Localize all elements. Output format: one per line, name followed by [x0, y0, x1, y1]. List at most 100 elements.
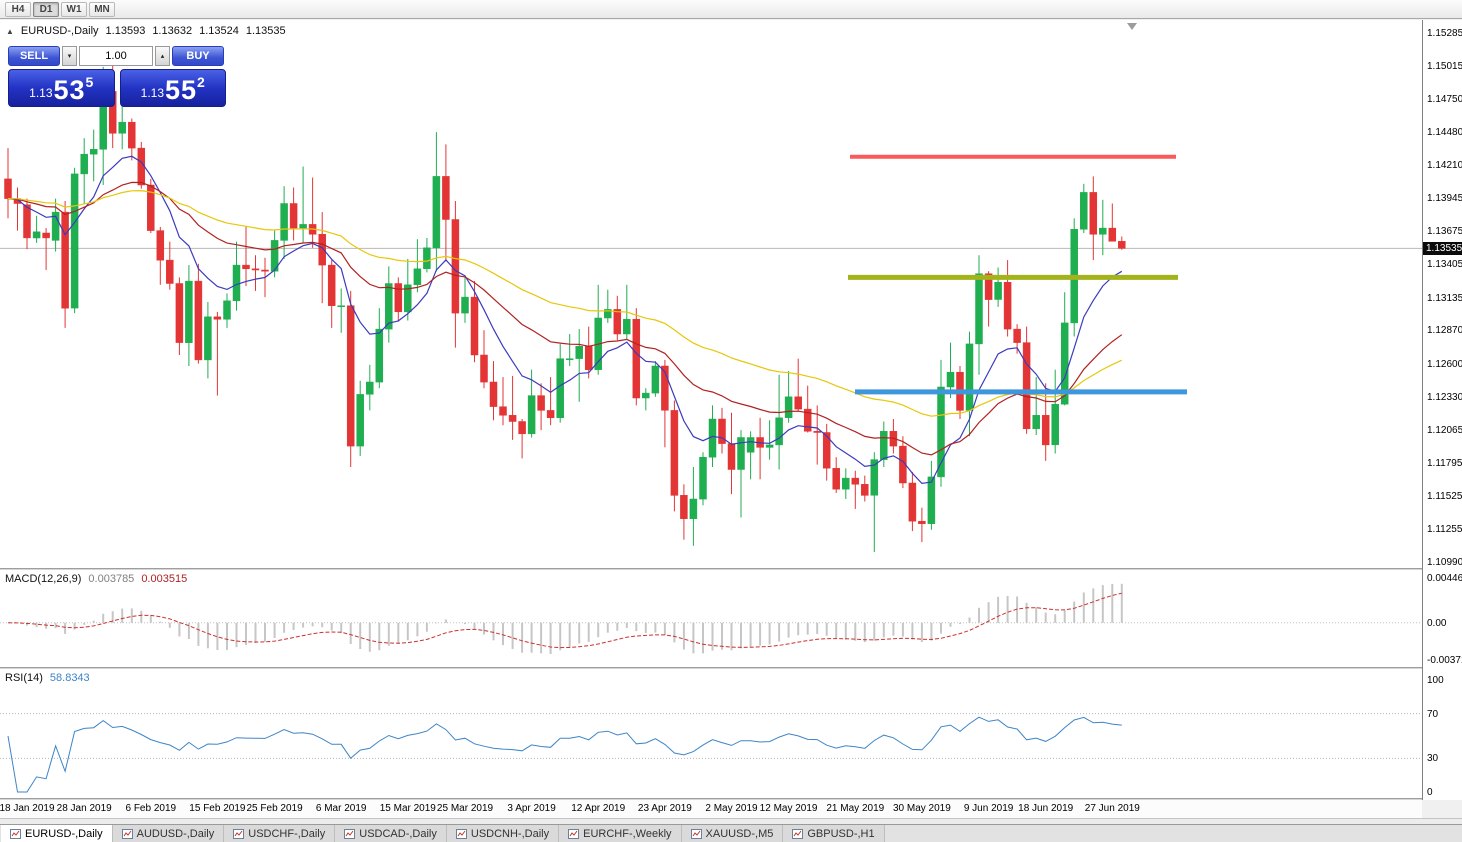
- symbol-direction-icon: ▲: [6, 26, 14, 36]
- macd-axis-label: -0.003715: [1427, 655, 1462, 666]
- bid-price-display[interactable]: 1.13 53 5: [8, 69, 115, 107]
- chart-tab-usdchf[interactable]: USDCHF-,Daily: [224, 825, 336, 842]
- panel-splitter[interactable]: [0, 667, 1462, 669]
- candle: [128, 118, 136, 161]
- candle: [327, 260, 336, 328]
- timeframe-button-w1[interactable]: W1: [61, 1, 87, 17]
- candle: [689, 467, 698, 546]
- chart-tab-label: GBPUSD-,H1: [807, 827, 875, 840]
- candle: [1118, 236, 1126, 250]
- candle: [423, 238, 431, 273]
- candle: [861, 475, 869, 502]
- timeframe-button-mn[interactable]: MN: [89, 1, 115, 17]
- candle: [546, 377, 555, 426]
- candle: [975, 255, 983, 375]
- ohlc-low: 1.13524: [199, 25, 239, 37]
- price-axis-label: 1.15015: [1427, 61, 1462, 73]
- macd-axis-label: 0.004465: [1427, 573, 1462, 584]
- date-axis[interactable]: 18 Jan 2019 28 Jan 2019 6 Feb 2019 15 Feb 2…: [0, 800, 1422, 818]
- candle: [1060, 292, 1069, 406]
- ask-price-display[interactable]: 1.13 55 2: [119, 69, 226, 107]
- chart-tab-icon: [10, 828, 21, 839]
- chart-tab-icon: [121, 828, 133, 839]
- chart-tab-usdcad[interactable]: USDCAD-,Daily: [335, 825, 447, 842]
- price-axis-label: 1.14480: [1427, 127, 1462, 139]
- candle: [794, 358, 802, 412]
- price-axis-label: 1.12065: [1427, 424, 1462, 436]
- candle: [889, 419, 898, 454]
- candle: [413, 239, 422, 293]
- volume-decrease-button[interactable]: ▾: [62, 46, 77, 66]
- candle: [175, 277, 184, 355]
- date-label: 18 Jun 2019: [1018, 803, 1074, 814]
- chart-tab-eurusd[interactable]: EURUSD-,Daily: [1, 825, 113, 842]
- volume-input[interactable]: [79, 46, 153, 66]
- candle: [737, 430, 745, 518]
- candle: [575, 329, 583, 402]
- current-price-tag: 1.13535: [1423, 241, 1462, 255]
- sell-button[interactable]: SELL: [8, 46, 60, 66]
- price-axis[interactable]: 1.13535 1.15285 1.15015 1.14750 1.14480 1.14…: [1422, 20, 1462, 800]
- macd-axis-label: 0.00: [1427, 617, 1447, 629]
- candle: [851, 470, 860, 509]
- candle: [756, 417, 764, 480]
- candle: [4, 148, 12, 219]
- ohlc-close: 1.13535: [245, 25, 286, 37]
- timeframe-button-h4[interactable]: H4: [5, 1, 31, 17]
- macd-signal-line: [7, 592, 1122, 649]
- rsi-panel[interactable]: RSI(14) 58.8343: [0, 669, 1422, 798]
- candle: [461, 277, 469, 323]
- candle: [832, 457, 840, 493]
- candle: [870, 452, 879, 552]
- candle: [32, 215, 41, 243]
- candle: [727, 412, 736, 495]
- chart-tab-xauusd[interactable]: XAUUSD-,M5: [681, 825, 784, 842]
- date-label: 27 Jun 2019: [1084, 803, 1140, 814]
- price-axis-label: 1.10990: [1427, 556, 1462, 568]
- price-axis-label: 1.11255: [1427, 524, 1462, 536]
- candle: [394, 277, 403, 322]
- candle: [480, 330, 488, 389]
- price-axis-label: 1.12600: [1427, 358, 1462, 370]
- price-axis-label: 1.12330: [1427, 391, 1462, 403]
- candle: [147, 178, 155, 233]
- chart-tab-icon: [690, 828, 702, 839]
- price-chart-canvas[interactable]: [0, 20, 1422, 568]
- chart-tab-label: EURUSD-,Daily: [25, 827, 103, 840]
- price-axis-label: 1.11795: [1427, 457, 1462, 469]
- candle: [251, 255, 260, 291]
- ohlc-open: 1.13593: [105, 25, 146, 37]
- candle: [994, 267, 1002, 307]
- chart-tab-audusd[interactable]: AUDUSD-,Daily: [112, 825, 225, 842]
- chart-symbol-label: EURUSD-,Daily: [20, 25, 99, 37]
- rsi-canvas: [0, 713, 1422, 793]
- chevron-up-icon: ▴: [160, 53, 165, 60]
- candle: [385, 266, 393, 343]
- buy-button[interactable]: BUY: [172, 46, 224, 66]
- price-chart-panel[interactable]: ▲ EURUSD-,Daily 1.13593 1.13632 1.13524 …: [0, 20, 1422, 568]
- chart-tab-usdcnh[interactable]: USDCNH-,Daily: [446, 825, 560, 842]
- macd-panel[interactable]: MACD(12,26,9) 0.003785 0.003515: [0, 570, 1422, 667]
- price-axis-label: 1.15285: [1427, 27, 1462, 39]
- chart-tab-label: AUDUSD-,Daily: [136, 827, 215, 840]
- price-axis-label: 1.14210: [1427, 160, 1462, 172]
- chart-tab-gbpusd[interactable]: GBPUSD-,H1: [783, 825, 885, 842]
- price-axis-label: 1.13405: [1427, 259, 1462, 271]
- candle: [842, 468, 850, 499]
- volume-increase-button[interactable]: ▴: [155, 46, 170, 66]
- rsi-axis-label: 100: [1427, 675, 1444, 686]
- candle: [299, 166, 307, 243]
- date-label: 9 Jun 2019: [963, 803, 1014, 814]
- chart-tab-eurchf[interactable]: EURCHF-,Weekly: [559, 825, 682, 842]
- panel-splitter[interactable]: [0, 568, 1462, 570]
- candle: [718, 407, 726, 454]
- timeframe-button-d1[interactable]: D1: [33, 1, 59, 17]
- moving-average-line-9: [7, 155, 1123, 485]
- date-label: 15 Mar 2019: [379, 803, 436, 814]
- candle: [908, 471, 917, 532]
- rsi-name: RSI(14): [5, 672, 43, 684]
- macd-name: MACD(12,26,9): [5, 573, 82, 585]
- chart-tab-icon: [568, 828, 580, 839]
- candle: [318, 212, 326, 304]
- candle: [946, 342, 955, 399]
